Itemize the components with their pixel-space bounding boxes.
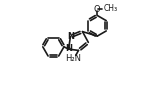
- Text: N: N: [66, 44, 73, 53]
- Text: N: N: [67, 32, 74, 41]
- Text: H₂N: H₂N: [66, 54, 82, 63]
- Text: CH₃: CH₃: [104, 4, 118, 13]
- Text: O: O: [94, 5, 101, 14]
